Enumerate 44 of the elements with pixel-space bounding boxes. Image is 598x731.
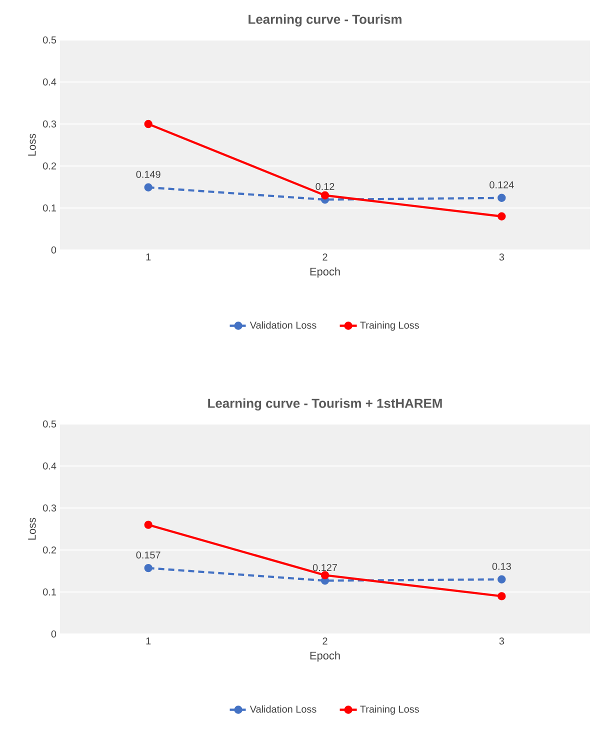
x-axis-title: Epoch <box>310 651 340 662</box>
chart-title: Learning curve - Tourism <box>248 14 402 26</box>
point <box>498 575 506 584</box>
point <box>144 520 152 529</box>
y-tick-label: 0.4 <box>43 462 56 470</box>
data-label: 0.12 <box>316 183 334 190</box>
x-axis-title: Epoch <box>310 267 340 278</box>
point <box>498 194 506 202</box>
data-label: 0.127 <box>312 564 337 572</box>
data-label: 0.124 <box>490 181 514 188</box>
x-tick-label: 3 <box>499 254 504 261</box>
x-tick-label: 1 <box>146 254 151 260</box>
y-axis-title: Loss <box>28 518 36 540</box>
y-tick-label: 0.4 <box>43 78 56 86</box>
legend-label: Training Loss <box>360 705 419 715</box>
point <box>498 212 506 220</box>
point <box>144 183 152 192</box>
chart-title: Learning curve - Tourism + 1stHAREM <box>208 398 442 410</box>
x-tick-label: 2 <box>322 638 328 644</box>
point <box>144 120 152 128</box>
legend-label: Validation Loss <box>250 321 316 329</box>
y-tick-label: 0 <box>51 630 56 638</box>
y-tick-label: 0.3 <box>43 504 56 512</box>
y-tick-label: 0.2 <box>43 546 56 554</box>
y-tick-label: 0.2 <box>43 162 56 170</box>
legend-label: Validation Loss <box>250 705 316 713</box>
y-axis-title: Loss <box>28 134 36 156</box>
y-tick-label: 0.5 <box>43 420 56 428</box>
point <box>320 571 330 580</box>
point <box>320 191 330 200</box>
data-label: 0.149 <box>136 170 160 178</box>
data-label: 0.13 <box>492 562 511 570</box>
point <box>144 564 152 572</box>
x-tick-label: 2 <box>322 254 328 260</box>
y-tick-label: 0.5 <box>43 36 56 44</box>
legend-label: Training Loss <box>360 321 419 331</box>
y-tick-label: 0.1 <box>43 204 56 212</box>
y-tick-label: 0.3 <box>43 120 56 128</box>
x-tick-label: 1 <box>146 638 151 644</box>
data-label: 0.157 <box>136 551 160 559</box>
x-tick-label: 3 <box>499 638 504 645</box>
y-tick-label: 0.1 <box>43 588 56 596</box>
y-tick-label: 0 <box>51 246 56 254</box>
point <box>498 592 506 600</box>
